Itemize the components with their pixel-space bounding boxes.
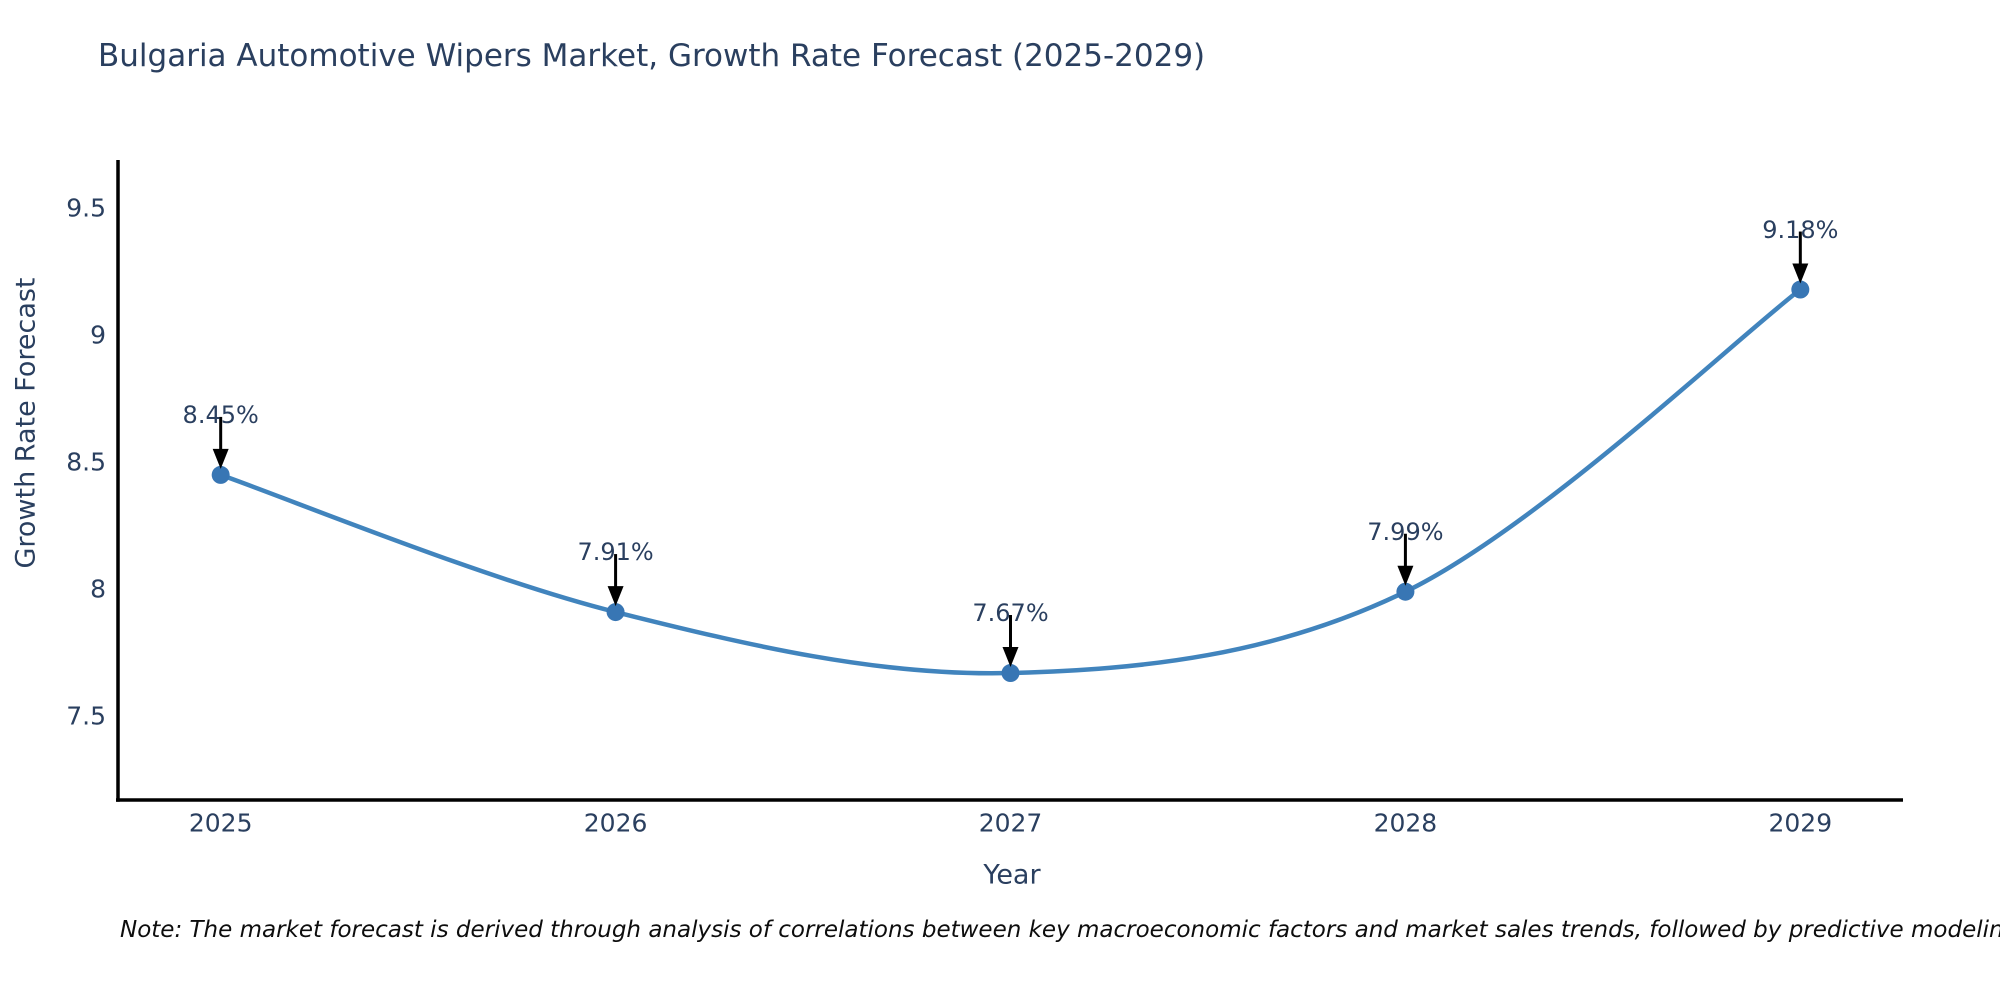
chart-title: Bulgaria Automotive Wipers Market, Growt… (98, 38, 1206, 74)
data-point-marker (606, 603, 625, 622)
point-label: 7.99% (1367, 517, 1444, 546)
annotation-arrowhead (1002, 647, 1019, 668)
y-tick-label: 9 (90, 320, 106, 350)
annotation-arrowhead (1397, 565, 1414, 586)
y-tick-label: 7.5 (66, 701, 106, 731)
data-point-marker (1791, 280, 1810, 299)
annotation-arrowhead (212, 448, 229, 469)
data-point-marker (211, 465, 230, 484)
y-tick-label: 9.5 (66, 193, 106, 223)
x-tick-label: 2025 (188, 808, 253, 838)
x-tick-label: 2026 (583, 808, 648, 838)
point-label: 7.91% (577, 538, 654, 567)
annotation-arrowhead (1792, 263, 1809, 284)
data-point-marker (1396, 582, 1415, 601)
data-point-marker (1001, 664, 1020, 683)
x-tick-label: 2027 (978, 808, 1043, 838)
point-label: 8.45% (182, 400, 259, 429)
point-label: 7.67% (972, 599, 1049, 628)
x-tick-label: 2029 (1768, 808, 1833, 838)
y-tick-label: 8 (90, 574, 106, 604)
point-label: 9.18% (1762, 215, 1839, 244)
x-axis-title: Year (983, 859, 1041, 891)
chart-note: Note: The market forecast is derived thr… (120, 917, 2000, 943)
x-tick-label: 2028 (1373, 808, 1438, 838)
y-tick-label: 8.5 (66, 447, 106, 477)
annotation-arrowhead (607, 586, 624, 607)
